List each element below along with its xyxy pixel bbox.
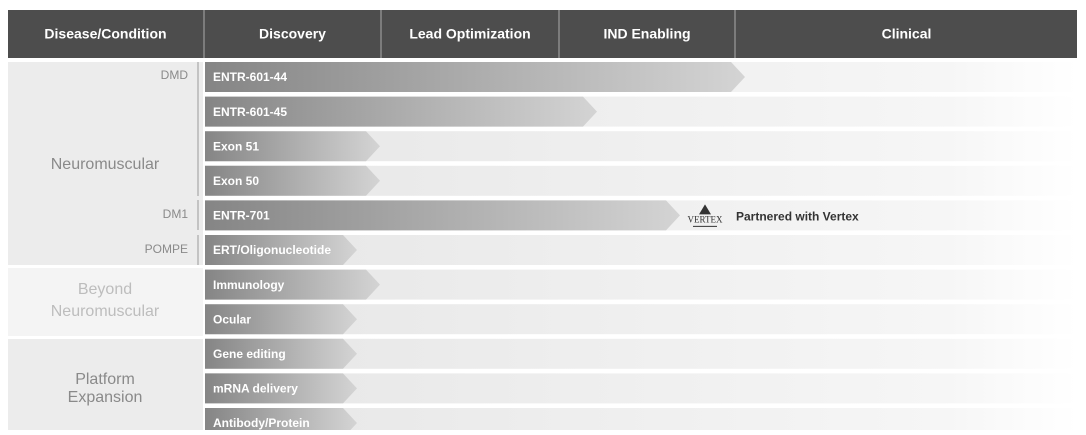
group-label: Neuromuscular <box>51 303 160 320</box>
stage-arrow <box>205 338 357 369</box>
subgroup-label: DMD <box>161 68 189 82</box>
column-header: Lead Optimization <box>409 26 530 42</box>
stage-arrow <box>205 96 597 127</box>
stage-arrow <box>205 165 380 196</box>
column-header: Clinical <box>882 26 932 42</box>
group-label: Platform <box>75 371 135 388</box>
stage-arrow <box>205 408 357 435</box>
program-label: ENTR-601-45 <box>213 105 287 119</box>
subgroup-label: DM1 <box>163 207 189 221</box>
partner-note: Partnered with Vertex <box>736 210 859 224</box>
stage-arrow <box>205 131 380 162</box>
program-label: ERT/Oligonucleotide <box>213 243 331 257</box>
vertex-logo-triangle <box>699 204 711 215</box>
stage-arrow <box>205 269 380 300</box>
program-label: Ocular <box>213 312 251 326</box>
group-label: Expansion <box>68 389 143 406</box>
program-label: ENTR-701 <box>213 209 270 223</box>
stage-arrow <box>205 304 357 335</box>
program-label: Exon 51 <box>213 139 259 153</box>
column-header: Discovery <box>259 26 326 42</box>
stage-arrow <box>205 200 680 231</box>
program-label: ENTR-601-44 <box>213 70 287 84</box>
header-bar <box>8 10 1077 58</box>
group-panel <box>8 268 203 336</box>
group-panel <box>8 339 203 430</box>
group-label: Neuromuscular <box>51 156 160 173</box>
subgroup-label: POMPE <box>145 242 188 256</box>
stage-arrow <box>205 373 357 404</box>
program-label: Gene editing <box>213 347 286 361</box>
program-label: Antibody/Protein <box>213 416 310 430</box>
program-label: Immunology <box>213 278 285 292</box>
group-label: Beyond <box>78 281 132 298</box>
vertex-logo: VERTEX <box>688 214 723 224</box>
column-header: IND Enabling <box>603 26 690 42</box>
column-header: Disease/Condition <box>44 26 166 42</box>
program-label: mRNA delivery <box>213 382 298 396</box>
stage-arrow <box>205 62 745 92</box>
program-label: Exon 50 <box>213 174 259 188</box>
stage-arrow <box>205 235 357 265</box>
group-panel <box>8 62 203 265</box>
